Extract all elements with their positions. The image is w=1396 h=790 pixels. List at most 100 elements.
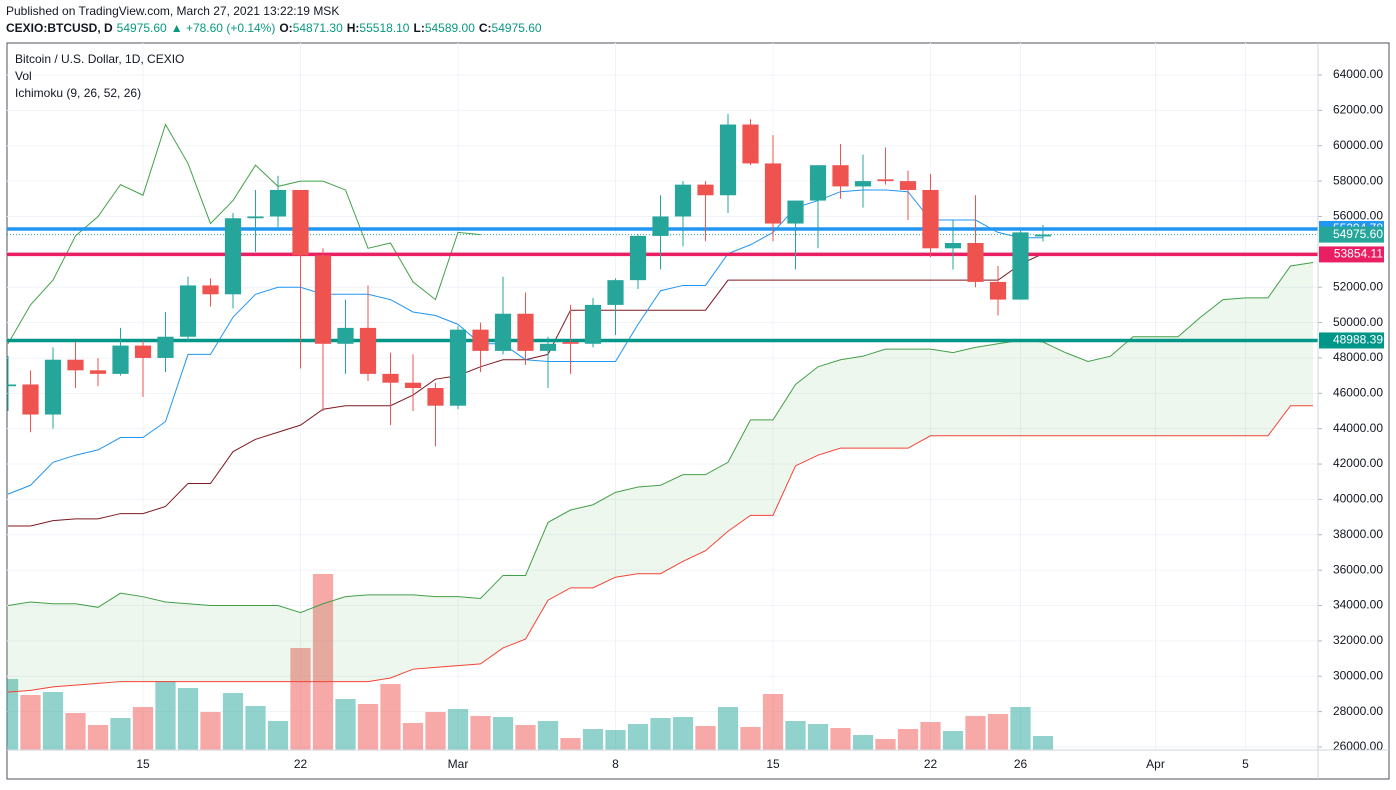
chart-frame <box>6 42 1390 780</box>
candle-body <box>742 124 759 164</box>
candle-body <box>674 184 692 217</box>
symbol: CEXIO:BTCUSD, D <box>6 21 113 35</box>
volume-bar <box>852 735 874 750</box>
volume-bar <box>312 574 334 750</box>
lagging-span <box>7 123 481 345</box>
candle-body <box>224 218 242 295</box>
symbol-header: CEXIO:BTCUSD, D 54975.60 ▲ +78.60 (+0.14%)… <box>6 21 542 35</box>
y-tick-label: 64000.00 <box>1333 67 1383 81</box>
y-tick-label: 50000.00 <box>1333 315 1383 329</box>
volume-bar <box>672 717 694 750</box>
last-price: 54975.60 <box>117 21 167 35</box>
candle-body <box>89 370 107 374</box>
volume-bar <box>942 731 964 750</box>
candle-body <box>67 359 84 371</box>
volume-bar <box>605 730 626 750</box>
volume-bar <box>7 679 19 750</box>
y-tick-label: 62000.00 <box>1333 103 1383 117</box>
volume-bar <box>965 716 986 750</box>
candle-body <box>1034 234 1052 237</box>
candle-body <box>607 280 624 305</box>
y-tick-label: 42000.00 <box>1333 456 1383 470</box>
y-tick-label: 44000.00 <box>1333 421 1383 435</box>
ohlc-value: 54589.00 <box>425 21 475 35</box>
candle-body <box>584 304 602 344</box>
indicator-label: Ichimoku (9, 26, 52, 26) <box>15 86 141 100</box>
candle-body <box>944 243 962 249</box>
volume-bar <box>582 729 604 750</box>
volume-bar <box>762 694 784 750</box>
volume-bar <box>402 723 424 750</box>
volume-bar <box>717 707 739 750</box>
volume-bar <box>380 684 401 750</box>
candle-body <box>7 384 17 387</box>
y-tick-label: 32000.00 <box>1333 633 1383 647</box>
volume-bar <box>650 718 671 750</box>
y-tick-label: 60000.00 <box>1333 138 1383 152</box>
x-tick-label: 22 <box>294 757 308 771</box>
candle-body <box>832 165 849 187</box>
volume-bar <box>627 724 649 750</box>
y-tick-label: 48000.00 <box>1333 350 1383 364</box>
volume-bar <box>515 725 536 750</box>
candle-body <box>404 382 422 389</box>
candle-body <box>472 329 489 351</box>
candle-body <box>179 285 197 337</box>
price-label-box <box>1319 246 1384 263</box>
candle-body <box>1012 232 1029 300</box>
candle-body <box>157 336 174 358</box>
price-change: ▲ +78.60 (+0.14%) <box>171 21 276 35</box>
ohlc-value: 55518.10 <box>359 21 409 35</box>
candle-body <box>967 243 984 282</box>
x-tick-label: 8 <box>612 757 619 771</box>
candle-body <box>922 189 939 249</box>
price-label-box <box>1319 332 1384 349</box>
volume-bar <box>470 716 491 750</box>
x-tick-label: 15 <box>766 757 780 771</box>
candle-body <box>112 345 129 374</box>
candle-body <box>202 285 219 295</box>
y-tick-label: 40000.00 <box>1333 492 1383 506</box>
y-tick-label: 28000.00 <box>1333 704 1383 718</box>
volume-bar <box>357 704 379 750</box>
x-tick-label: 26 <box>1014 757 1028 771</box>
ohlc-label: H: <box>347 21 360 35</box>
volume-bar <box>875 739 896 750</box>
ohlc-label: O: <box>279 21 292 35</box>
candle-body <box>539 343 557 351</box>
volume-bar <box>20 695 41 750</box>
volume-bar <box>1032 736 1054 750</box>
candle-body <box>314 255 332 344</box>
y-tick-label: 58000.00 <box>1333 173 1383 187</box>
volume-bar <box>695 726 716 750</box>
candle-body <box>989 281 1007 300</box>
volume-bar <box>785 721 806 750</box>
x-tick-label: 5 <box>1242 757 1249 771</box>
ohlc-value: 54975.60 <box>492 21 542 35</box>
candle-body <box>877 179 894 182</box>
candle-body <box>494 313 512 351</box>
y-tick-label: 36000.00 <box>1333 562 1383 576</box>
volume-bar <box>335 699 356 750</box>
y-tick-label: 38000.00 <box>1333 527 1383 541</box>
leading-span-b <box>7 405 1313 693</box>
candle-body <box>652 216 669 236</box>
volume-bar <box>740 727 761 750</box>
candle-body <box>382 373 399 383</box>
x-tick-label: Mar <box>448 757 469 771</box>
volume-bar <box>492 717 514 750</box>
y-tick-label: 52000.00 <box>1333 279 1383 293</box>
volume-bar <box>222 693 244 750</box>
volume-bar <box>920 722 941 750</box>
indicator-label: Vol <box>15 69 32 83</box>
volume-bar <box>897 729 919 750</box>
y-tick-label: 56000.00 <box>1333 209 1383 223</box>
candle-body <box>337 327 354 344</box>
candle-body <box>22 384 39 415</box>
candle-body <box>134 345 152 358</box>
volume-bar <box>245 706 266 750</box>
candle-body <box>449 329 467 406</box>
candle-body <box>292 189 309 256</box>
y-tick-label: 26000.00 <box>1333 739 1383 753</box>
